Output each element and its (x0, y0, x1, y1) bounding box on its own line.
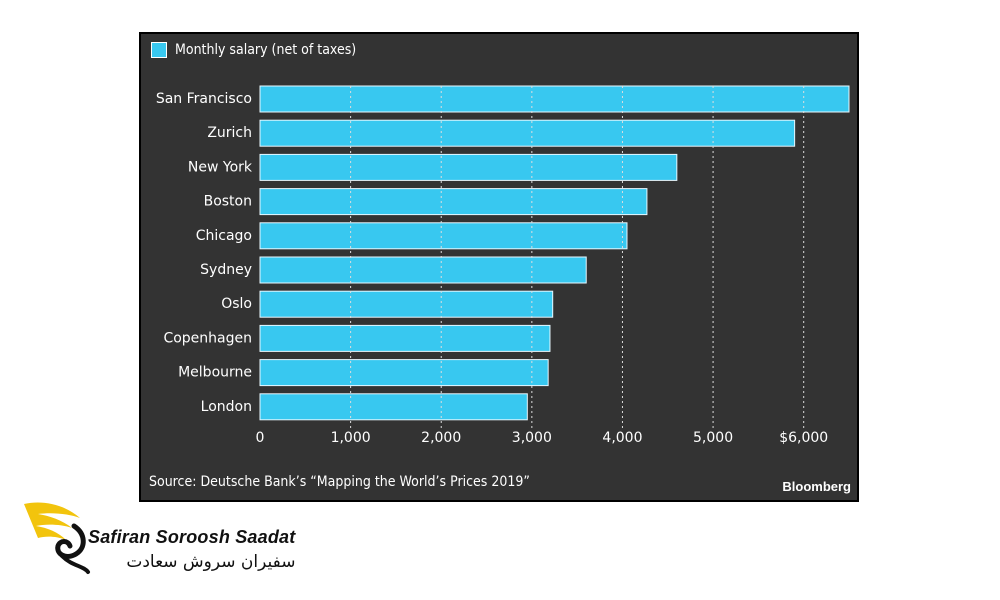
category-label: Melbourne (178, 365, 252, 381)
category-label: Copenhagen (163, 330, 252, 346)
category-label: Sydney (200, 262, 252, 278)
category-label: San Francisco (156, 91, 252, 107)
bar-sydney (259, 256, 587, 284)
bar-new-york (259, 153, 678, 181)
category-label: Boston (204, 194, 252, 210)
chart-panel: San Francisco Zurich New York Boston Chicago… (139, 32, 859, 502)
bar-melbourne (259, 359, 549, 387)
bar-copenhagen (259, 324, 551, 352)
watermark-english: Safiran Soroosh Saadat (88, 527, 296, 547)
swan-wing-logo-icon (24, 502, 90, 574)
legend: Monthly salary (net of taxes) (151, 42, 356, 58)
category-label: Chicago (196, 228, 252, 244)
bar-oslo (259, 290, 554, 318)
category-label: London (201, 399, 252, 415)
legend-swatch (151, 42, 167, 58)
category-label: Oslo (221, 296, 252, 312)
bloomberg-logo: Bloomberg (782, 479, 851, 494)
bar-chart: San Francisco Zurich New York Boston Chicago… (156, 85, 850, 446)
source-note: Source: Deutsche Bank’s “Mapping the Wor… (149, 474, 530, 490)
bar-zurich (259, 119, 796, 147)
bar-chicago (259, 222, 628, 250)
x-tick-label: 5,000 (693, 430, 733, 446)
x-tick-label: 0 (256, 430, 265, 446)
category-label: Zurich (207, 125, 252, 141)
x-tick-label: $6,000 (779, 430, 828, 446)
x-tick-label: 1,000 (331, 430, 371, 446)
x-tick-label: 4,000 (602, 430, 642, 446)
watermark-persian: سفیران سروش سعادت (126, 552, 296, 572)
bar-boston (259, 188, 648, 216)
bar-san-francisco (259, 85, 850, 113)
x-tick-label: 3,000 (512, 430, 552, 446)
category-label: New York (188, 159, 253, 175)
bar-london (259, 393, 528, 421)
legend-label: Monthly salary (net of taxes) (175, 42, 357, 58)
watermark-text: Safiran Soroosh Saadat سفیران سروش سعادت (88, 527, 295, 572)
x-tick-label: 2,000 (421, 430, 461, 446)
